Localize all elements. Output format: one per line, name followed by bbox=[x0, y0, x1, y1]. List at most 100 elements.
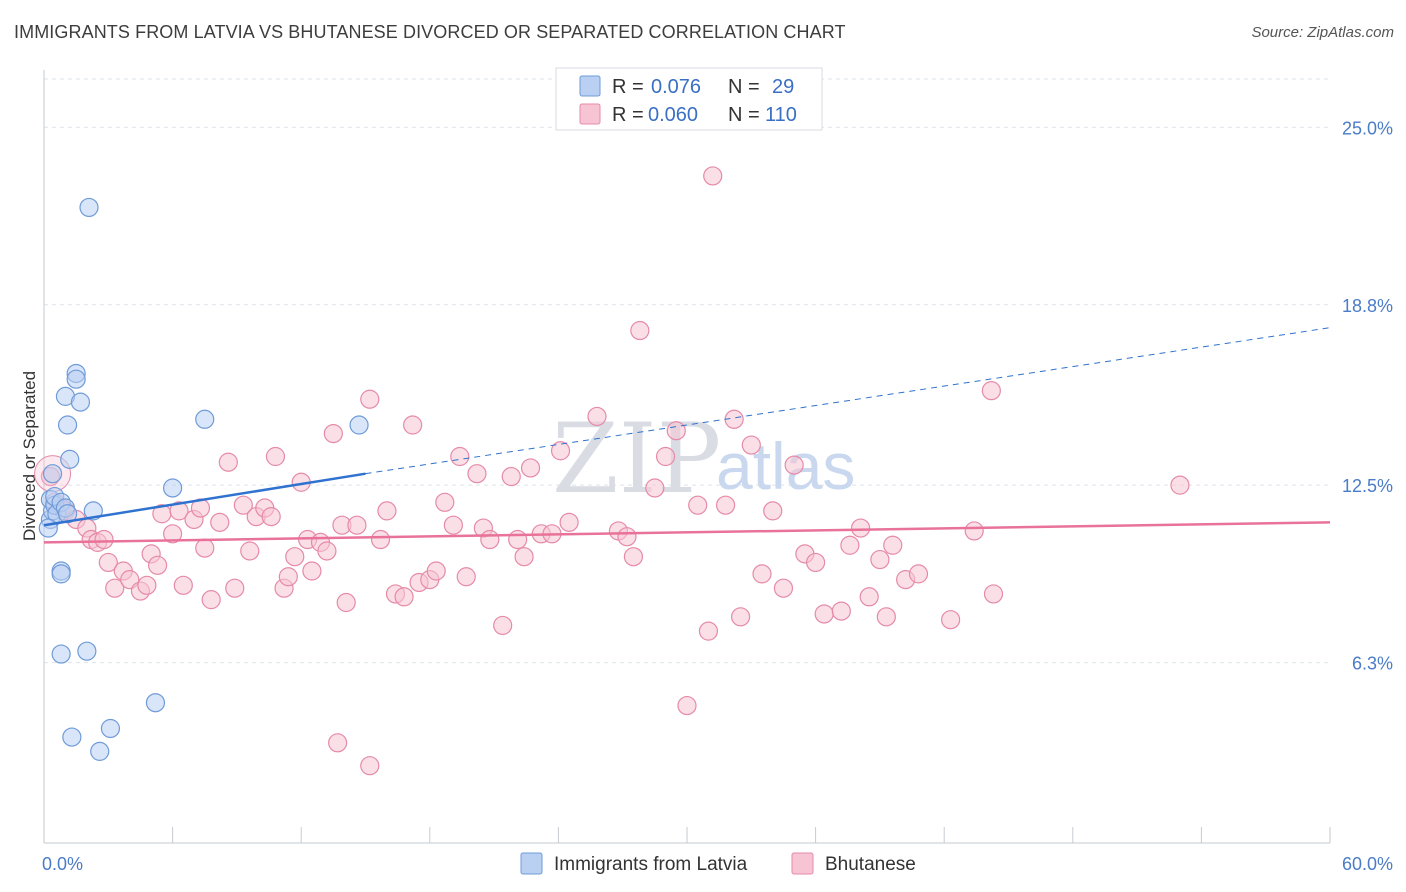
y-axis-label: Divorced or Separated bbox=[20, 371, 39, 541]
series-bhutanese-points bbox=[34, 166, 1190, 776]
series-legend: Immigrants from Latvia Bhutanese bbox=[520, 852, 916, 875]
bhutanese-point-106 bbox=[981, 381, 1001, 401]
bhutanese-point-77 bbox=[655, 446, 676, 467]
bhutanese-point-32 bbox=[261, 507, 281, 527]
bhutanese-point-55 bbox=[435, 492, 455, 512]
bhutanese-point-8 bbox=[94, 529, 114, 550]
bhutanese-point-24 bbox=[201, 590, 221, 610]
bhutanese-point-45 bbox=[347, 515, 367, 535]
bhutanese-point-88 bbox=[763, 501, 783, 521]
bhutanese-point-90 bbox=[784, 455, 804, 475]
latvia-point-20 bbox=[51, 564, 71, 584]
bhutanese-trend-line bbox=[43, 521, 1331, 544]
bhutanese-point-51 bbox=[403, 415, 423, 435]
bhutanese-point-64 bbox=[508, 529, 528, 550]
bhutanese-point-54 bbox=[426, 561, 446, 581]
bhutanese-point-56 bbox=[443, 515, 463, 535]
bhutanese-point-105 bbox=[983, 584, 1004, 604]
bhutanese-point-57 bbox=[450, 446, 470, 467]
bhutanese-point-36 bbox=[285, 547, 305, 567]
bhutanese-point-33 bbox=[265, 446, 286, 467]
bhutanese-point-46 bbox=[360, 389, 380, 409]
bhutanese-point-23 bbox=[195, 538, 215, 558]
latvia-point-22 bbox=[77, 641, 97, 661]
bhutanese-point-84 bbox=[730, 607, 751, 627]
legend-r-label-bhutanese: R = bbox=[612, 104, 644, 126]
axes bbox=[43, 70, 1331, 844]
legend-n-label-latvia: N = bbox=[728, 76, 760, 98]
bhutanese-point-81 bbox=[698, 621, 719, 641]
bhutanese-point-76 bbox=[645, 478, 665, 498]
bhutanese-point-19 bbox=[169, 501, 189, 521]
legend-n-value-bhutanese: 110 bbox=[765, 104, 797, 126]
watermark: ZIP atlas bbox=[552, 403, 855, 515]
bhutanese-point-107 bbox=[1170, 475, 1190, 495]
bhutanese-point-14 bbox=[137, 575, 157, 595]
bhutanese-point-97 bbox=[859, 587, 879, 607]
trend-lines bbox=[43, 327, 1331, 544]
bhutanese-point-41 bbox=[317, 541, 337, 561]
bhutanese-point-62 bbox=[493, 615, 513, 636]
bottom-legend-swatch-bhutanese bbox=[791, 852, 814, 875]
latvia-point-10 bbox=[57, 504, 78, 524]
series-latvia-points bbox=[38, 197, 369, 761]
source-label: Source: ZipAtlas.com bbox=[1251, 24, 1394, 41]
bhutanese-point-79 bbox=[677, 695, 697, 716]
legend-r-value-bhutanese: 0.060 bbox=[648, 104, 698, 126]
bhutanese-point-78 bbox=[666, 421, 686, 441]
bhutanese-point-102 bbox=[908, 564, 929, 584]
x-tick-label-0: 0.0% bbox=[42, 854, 83, 874]
bhutanese-point-94 bbox=[831, 601, 851, 621]
bhutanese-point-73 bbox=[617, 527, 637, 547]
bottom-legend-swatch-latvia bbox=[520, 852, 543, 875]
bhutanese-point-16 bbox=[147, 555, 168, 575]
bhutanese-point-104 bbox=[964, 521, 984, 541]
bhutanese-point-42 bbox=[323, 423, 343, 444]
bhutanese-point-35 bbox=[278, 567, 298, 587]
bhutanese-point-58 bbox=[456, 567, 476, 587]
bottom-legend-label-latvia: Immigrants from Latvia bbox=[554, 854, 748, 875]
latvia-point-27 bbox=[163, 478, 183, 498]
y-tick-label-2: 18.8% bbox=[1342, 296, 1393, 316]
bhutanese-point-80 bbox=[688, 495, 708, 515]
bhutanese-point-63 bbox=[501, 466, 521, 487]
bottom-legend-label-bhutanese: Bhutanese bbox=[825, 854, 916, 875]
latvia-point-16 bbox=[66, 369, 86, 389]
bhutanese-point-39 bbox=[302, 561, 322, 581]
bhutanese-point-44 bbox=[336, 592, 356, 613]
x-tick-label-1: 60.0% bbox=[1342, 854, 1393, 874]
bhutanese-point-10 bbox=[105, 578, 125, 598]
bhutanese-point-66 bbox=[520, 458, 541, 478]
legend-r-label-latvia: R = bbox=[612, 76, 644, 98]
legend-r-value-latvia: 0.076 bbox=[651, 76, 701, 98]
bhutanese-point-59 bbox=[467, 464, 487, 484]
bhutanese-point-26 bbox=[218, 452, 238, 472]
latvia-point-24 bbox=[100, 718, 121, 739]
bhutanese-point-48 bbox=[377, 501, 397, 521]
bhutanese-point-25 bbox=[210, 512, 230, 532]
bhutanese-point-98 bbox=[870, 549, 890, 570]
bhutanese-point-75 bbox=[630, 320, 650, 341]
legend-swatch-bhutanese bbox=[579, 103, 601, 125]
bhutanese-point-86 bbox=[741, 435, 761, 455]
bhutanese-point-71 bbox=[587, 406, 607, 427]
bhutanese-point-95 bbox=[840, 535, 860, 555]
bhutanese-point-100 bbox=[883, 535, 903, 555]
bhutanese-point-70 bbox=[559, 512, 579, 532]
bhutanese-point-108 bbox=[328, 733, 348, 753]
bhutanese-point-28 bbox=[233, 495, 253, 515]
bhutanese-point-99 bbox=[876, 607, 896, 627]
grid-lines bbox=[44, 78, 1330, 664]
bhutanese-point-89 bbox=[773, 578, 794, 598]
latvia-point-7 bbox=[42, 464, 63, 484]
latvia-point-26 bbox=[145, 693, 166, 713]
latvia-point-14 bbox=[60, 449, 80, 469]
bhutanese-point-96 bbox=[851, 518, 871, 538]
bhutanese-point-93 bbox=[814, 604, 834, 624]
stats-legend: R = 0.076 N = 29 R = 0.060 N = 110 bbox=[555, 67, 823, 131]
latvia-point-18 bbox=[79, 197, 99, 218]
bhutanese-point-61 bbox=[480, 529, 500, 550]
latvia-point-6 bbox=[38, 518, 58, 538]
legend-n-label-bhutanese: N = bbox=[728, 104, 760, 126]
